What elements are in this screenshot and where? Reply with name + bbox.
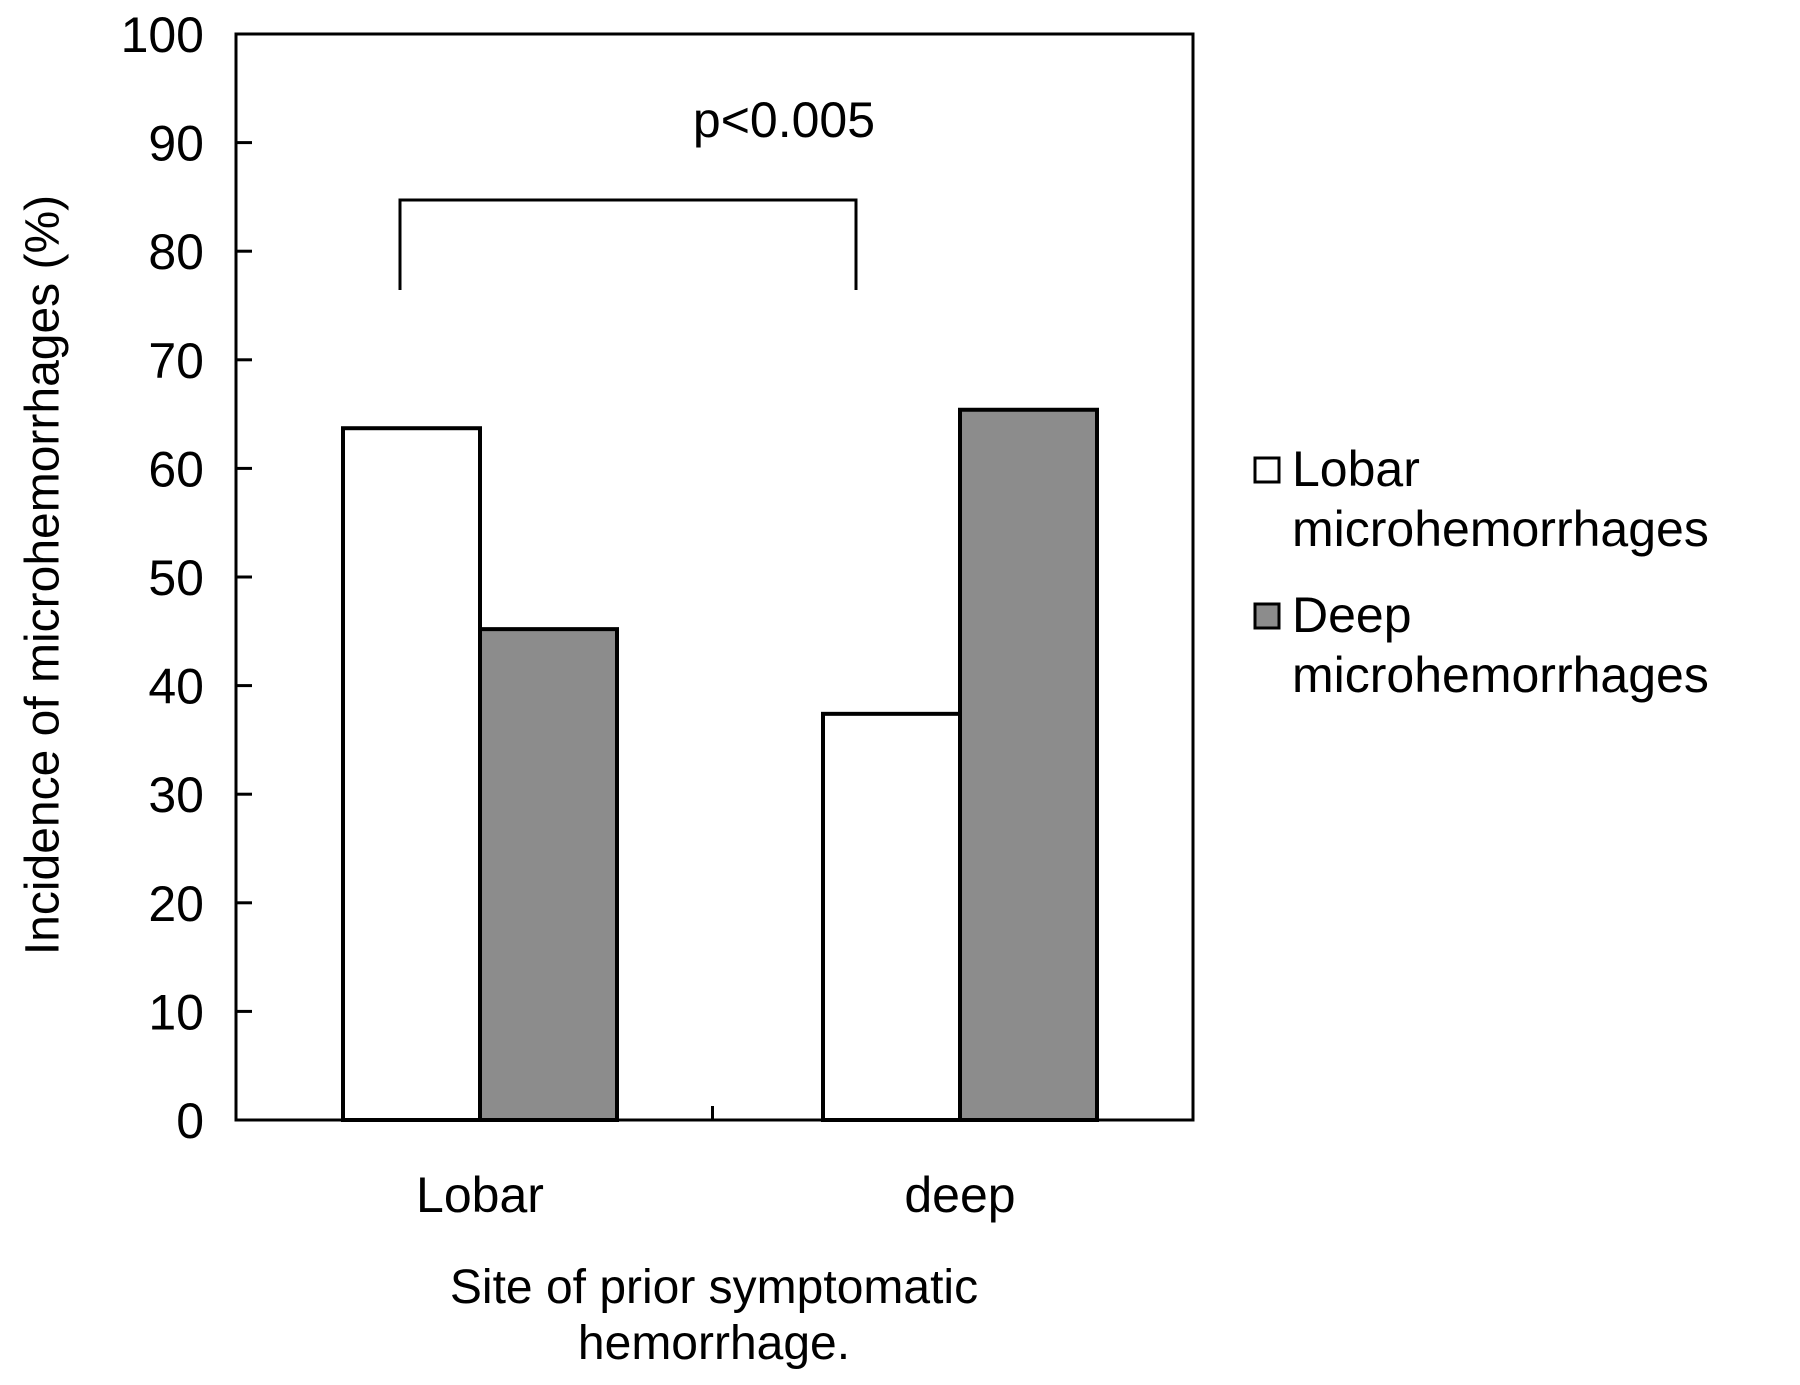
y-tick-label: 30 xyxy=(148,767,204,823)
y-tick-label: 60 xyxy=(148,441,204,497)
x-axis-title-line: Site of prior symptomatic xyxy=(450,1261,978,1314)
bar-deep-deep-mh xyxy=(958,407,1099,1123)
bar-lobar-deep-mh xyxy=(478,627,619,1122)
legend-label-line: Lobar xyxy=(1292,441,1420,497)
significance-bracket xyxy=(398,198,858,290)
bars xyxy=(341,407,1099,1123)
bar-deep-lobar-mh xyxy=(821,711,962,1122)
y-tick-label: 20 xyxy=(148,876,204,932)
y-tick-label: 50 xyxy=(148,550,204,606)
y-axis-ticks: 0 10 20 30 40 50 60 70 80 90 100 xyxy=(121,7,714,1149)
x-axis-category-labels: Lobar deep xyxy=(416,1167,1016,1223)
y-tick-label: 40 xyxy=(148,659,204,715)
y-axis-title: Incidence of microhemorrhages (%) xyxy=(17,195,70,955)
legend-swatch xyxy=(1253,456,1281,484)
legend-label-line: microhemorrhages xyxy=(1292,501,1709,557)
y-tick-label: 10 xyxy=(148,984,204,1040)
bar-lobar-lobar-mh xyxy=(341,426,482,1122)
legend: LobarmicrohemorrhagesDeepmicrohemorrhage… xyxy=(1253,441,1709,703)
legend-label-line: Deep xyxy=(1292,587,1412,643)
legend-swatch xyxy=(1253,602,1281,630)
x-category-label: Lobar xyxy=(416,1167,544,1223)
plot-frame xyxy=(234,32,1195,1122)
legend-label-line: microhemorrhages xyxy=(1292,647,1709,703)
x-category-label: deep xyxy=(904,1167,1015,1223)
y-tick-label: 70 xyxy=(148,333,204,389)
y-tick-label: 90 xyxy=(148,116,204,172)
significance-annotation: p<0.005 xyxy=(693,92,875,148)
y-tick-label: 80 xyxy=(148,224,204,280)
y-tick-label: 100 xyxy=(121,7,204,63)
y-tick-label: 0 xyxy=(176,1093,204,1149)
x-axis-title-line: hemorrhage. xyxy=(578,1317,850,1370)
